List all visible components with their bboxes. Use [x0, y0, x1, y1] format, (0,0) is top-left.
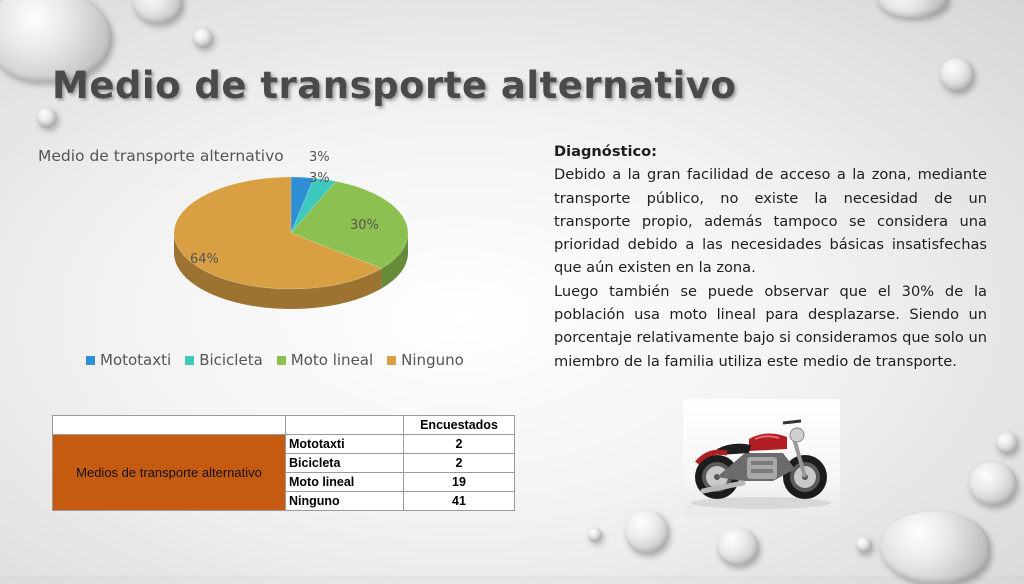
- table-row: Bicicleta 2: [53, 453, 515, 473]
- water-drop-decoration: [996, 432, 1018, 454]
- diagnosis-text: Diagnóstico: Debido a la gran facilidad …: [554, 140, 987, 373]
- water-drop-decoration: [625, 510, 669, 554]
- legend-swatch: [276, 355, 286, 365]
- survey-table: Encuestados Medios de transporte alterna…: [52, 415, 515, 511]
- legend-item: Mototaxti: [86, 351, 171, 369]
- pie-slice-ninguno: [173, 176, 383, 290]
- diagnosis-paragraph: Luego también se puede observar que el 3…: [554, 282, 987, 370]
- legend-label: Bicicleta: [199, 351, 263, 369]
- water-drop-decoration: [37, 108, 57, 128]
- pie-slice-bicicleta: [290, 177, 337, 234]
- motorcycle-photo: [683, 399, 840, 516]
- table-header-encuestados: Encuestados: [403, 415, 515, 435]
- legend-swatch: [387, 355, 397, 365]
- legend-swatch: [185, 355, 195, 365]
- water-drop-decoration: [940, 58, 974, 92]
- table-group-label: Medios de transporte alternativo: [52, 434, 286, 511]
- pie-data-label: 3%: [309, 150, 330, 165]
- water-drop-decoration: [880, 512, 990, 584]
- table-cell-value: 2: [403, 453, 515, 473]
- legend-label: Mototaxti: [100, 351, 172, 369]
- legend-item: Ninguno: [387, 351, 464, 369]
- chart-legend: Mototaxti Bicicleta Moto lineal Ninguno: [86, 351, 464, 369]
- table-header-row: Encuestados: [52, 415, 515, 435]
- pie-slice-moto-lineal: [290, 180, 409, 269]
- pie-data-label: 64%: [190, 252, 219, 267]
- water-drop-decoration: [969, 462, 1017, 506]
- chart-title: Medio de transporte alternativo: [38, 147, 284, 165]
- table-cell-name: Mototaxti: [285, 434, 404, 454]
- table-cell-value: 2: [403, 434, 515, 454]
- legend-item: Moto lineal: [276, 351, 374, 369]
- pie-slice-side: [174, 233, 382, 310]
- table-row: Moto lineal 19: [53, 472, 515, 492]
- diagnosis-heading: Diagnóstico:: [554, 143, 658, 160]
- water-drop-decoration: [193, 28, 213, 48]
- pie-slice-side: [381, 233, 408, 289]
- motorcycle-icon: [691, 419, 831, 509]
- water-drop-decoration: [877, 0, 949, 18]
- table-row: Medios de transporte alternativo Mototax…: [52, 434, 515, 511]
- diagnosis-paragraph: Debido a la gran facilidad de acceso a l…: [554, 166, 987, 277]
- water-drop-decoration: [717, 528, 759, 566]
- table-cell-name: Moto lineal: [285, 472, 404, 492]
- table-cell-value: 41: [403, 491, 515, 511]
- pie-data-label: 3%: [309, 171, 330, 186]
- table-cell-name: Bicicleta: [285, 453, 404, 473]
- legend-label: Moto lineal: [290, 351, 374, 369]
- water-drop-decoration: [0, 0, 112, 82]
- legend-item: Bicicleta: [185, 351, 263, 369]
- table-cell-value: 19: [403, 472, 515, 492]
- legend-swatch: [86, 355, 95, 365]
- table-row: Ninguno 41: [53, 491, 515, 511]
- table-cell: [285, 415, 404, 435]
- table-cell: [52, 415, 286, 435]
- pie-data-label: 30%: [350, 218, 379, 233]
- pie-slice-mototaxti: [290, 176, 315, 234]
- legend-label: Ninguno: [401, 351, 464, 369]
- table-cell-name: Ninguno: [285, 491, 404, 511]
- slide-title: Medio de transporte alternativo: [52, 64, 737, 107]
- water-drop-decoration: [588, 528, 602, 542]
- water-drop-decoration: [856, 537, 872, 553]
